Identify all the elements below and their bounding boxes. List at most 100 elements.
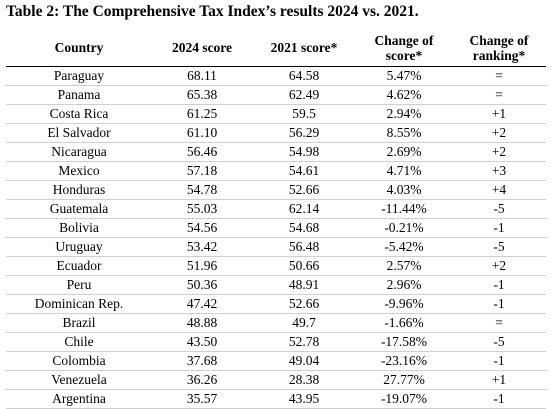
value-cell: 56.29 (252, 123, 356, 143)
value-cell: -5.42% (356, 237, 452, 257)
table-row: Paraguay 68.11 64.58 5.47% = (6, 66, 546, 86)
value-cell: 47.42 (152, 294, 252, 314)
value-cell: 52.66 (252, 180, 356, 200)
table-row: Bolivia 54.56 54.68 -0.21% -1 (6, 218, 546, 238)
value-cell: 8.55% (356, 123, 452, 143)
value-cell: 61.25 (152, 104, 252, 124)
value-cell: +1 (452, 370, 546, 390)
country-cell: Brazil (6, 313, 152, 333)
value-cell: +2 (452, 123, 546, 143)
table-row: Mexico 57.18 54.61 4.71% +3 (6, 161, 546, 181)
value-cell: 59.5 (252, 104, 356, 124)
value-cell: 27.77% (356, 370, 452, 390)
table-row: El Salvador 61.10 56.29 8.55% +2 (6, 123, 546, 143)
value-cell: 2.94% (356, 104, 452, 124)
table-title: Table 2: The Comprehensive Tax Index’s r… (6, 3, 419, 20)
value-cell: -11.44% (356, 199, 452, 219)
column-header: Country (6, 29, 152, 67)
value-cell: 2.69% (356, 142, 452, 162)
country-cell: Dominican Rep. (6, 294, 152, 314)
country-cell: Peru (6, 275, 152, 295)
value-cell: -19.07% (356, 389, 452, 409)
value-cell: 54.78 (152, 180, 252, 200)
table-row: Chile 43.50 52.78 -17.58% -5 (6, 332, 546, 352)
value-cell: 52.78 (252, 332, 356, 352)
value-cell: 36.26 (152, 370, 252, 390)
value-cell: 35.57 (152, 389, 252, 409)
table-row: Brazil 48.88 49.7 -1.66% = (6, 313, 546, 333)
value-cell: 4.71% (356, 161, 452, 181)
value-cell: 54.56 (152, 218, 252, 238)
table-row: Colombia 37.68 49.04 -23.16% -1 (6, 351, 546, 371)
value-cell: 4.62% (356, 85, 452, 105)
column-header: Change of score* (356, 29, 452, 67)
column-header-text: Change of ranking* (469, 32, 529, 63)
value-cell: +3 (452, 161, 546, 181)
table-row: Honduras 54.78 52.66 4.03% +4 (6, 180, 546, 200)
table-row: Guatemala 55.03 62.14 -11.44% -5 (6, 199, 546, 219)
value-cell: 4.03% (356, 180, 452, 200)
value-cell: -23.16% (356, 351, 452, 371)
table-row: Venezuela 36.26 28.38 27.77% +1 (6, 370, 546, 390)
value-cell: 51.96 (152, 256, 252, 276)
value-cell: -1 (452, 218, 546, 238)
value-cell: 50.36 (152, 275, 252, 295)
country-cell: Honduras (6, 180, 152, 200)
value-cell: 62.49 (252, 85, 356, 105)
table-row: Panama 65.38 62.49 4.62% = (6, 85, 546, 105)
header-row: Country 2024 score 2021 score* Change of sc… (6, 29, 546, 67)
country-cell: Panama (6, 85, 152, 105)
value-cell: +4 (452, 180, 546, 200)
value-cell: -5 (452, 237, 546, 257)
value-cell: 37.68 (152, 351, 252, 371)
value-cell: -1.66% (356, 313, 452, 333)
column-header-text: 2021 score* (270, 40, 338, 55)
country-cell: Nicaragua (6, 142, 152, 162)
table-row: Costa Rica 61.25 59.5 2.94% +1 (6, 104, 546, 124)
country-cell: Chile (6, 332, 152, 352)
value-cell: -9.96% (356, 294, 452, 314)
table-row: Nicaragua 56.46 54.98 2.69% +2 (6, 142, 546, 162)
country-cell: Ecuador (6, 256, 152, 276)
value-cell: -1 (452, 275, 546, 295)
country-cell: Venezuela (6, 370, 152, 390)
column-header: 2021 score* (252, 29, 356, 67)
table-row: Dominican Rep. 47.42 52.66 -9.96% -1 (6, 294, 546, 314)
value-cell: 43.95 (252, 389, 356, 409)
table-row: Uruguay 53.42 56.48 -5.42% -5 (6, 237, 546, 257)
value-cell: -5 (452, 199, 546, 219)
value-cell: -1 (452, 351, 546, 371)
value-cell: 50.66 (252, 256, 356, 276)
value-cell: -17.58% (356, 332, 452, 352)
value-cell: 61.10 (152, 123, 252, 143)
country-cell: Argentina (6, 389, 152, 409)
column-header: Change of ranking* (452, 29, 546, 67)
country-cell: Costa Rica (6, 104, 152, 124)
value-cell: 2.96% (356, 275, 452, 295)
value-cell: = (452, 313, 546, 333)
country-cell: Colombia (6, 351, 152, 371)
value-cell: 54.68 (252, 218, 356, 238)
value-cell: 52.66 (252, 294, 356, 314)
table-row: Argentina 35.57 43.95 -19.07% -1 (6, 389, 546, 409)
value-cell: +2 (452, 142, 546, 162)
value-cell: 5.47% (356, 66, 452, 86)
value-cell: 56.46 (152, 142, 252, 162)
column-header-text: Country (54, 40, 104, 55)
value-cell: 53.42 (152, 237, 252, 257)
value-cell: 62.14 (252, 199, 356, 219)
value-cell: 48.91 (252, 275, 356, 295)
column-header: 2024 score (152, 29, 252, 67)
value-cell: 49.7 (252, 313, 356, 333)
value-cell: 54.61 (252, 161, 356, 181)
value-cell: +1 (452, 104, 546, 124)
country-cell: Uruguay (6, 237, 152, 257)
value-cell: 56.48 (252, 237, 356, 257)
value-cell: 54.98 (252, 142, 356, 162)
value-cell: 48.88 (152, 313, 252, 333)
column-header-text: Change of score* (374, 32, 434, 63)
value-cell: = (452, 66, 546, 86)
column-header-text: 2024 score (171, 40, 233, 55)
country-cell: El Salvador (6, 123, 152, 143)
